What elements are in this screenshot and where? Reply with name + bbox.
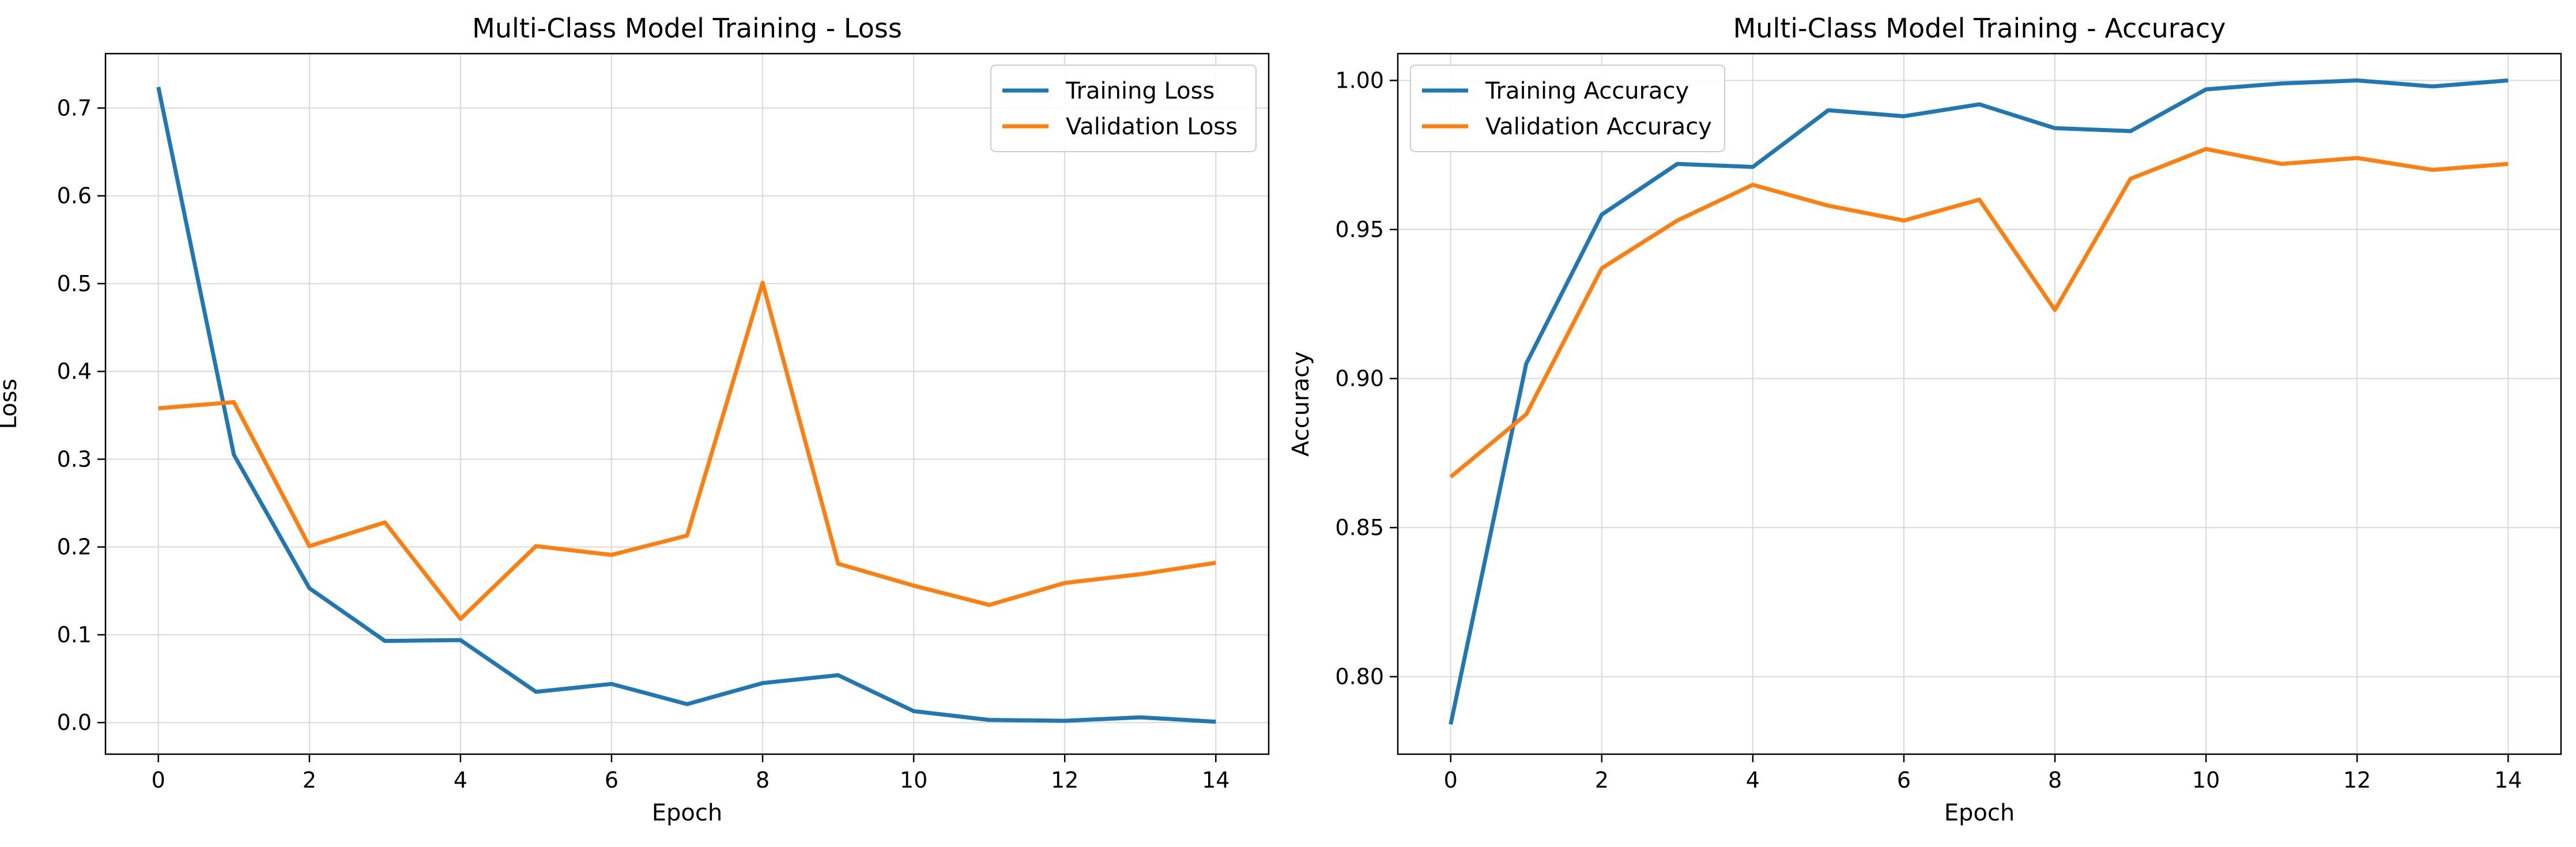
chart-title: Multi-Class Model Training - Accuracy [1733, 13, 2226, 44]
series-line-training-loss [156, 86, 1216, 724]
y-tick-label: 1.00 [1335, 68, 1384, 93]
x-tick-label: 0 [1444, 767, 1458, 793]
x-tick-label: 2 [303, 767, 316, 793]
series-line-training-accuracy [1449, 78, 2509, 725]
plot-area-frame [104, 52, 1270, 755]
legend-frame [1410, 65, 1725, 152]
y-tick-label: 0.4 [57, 359, 92, 384]
series-line-validation-loss [158, 280, 1216, 621]
y-axis-label: Accuracy [1288, 351, 1314, 457]
legend-frame [990, 65, 1257, 152]
x-tick-label: 0 [152, 767, 165, 793]
y-tick-label: 0.1 [57, 622, 92, 648]
accuracy-chart: 0 2 4 6 8 10 12 14 0.80 0.85 0.90 0.95 1.00 Multi-Cla… [1288, 13, 2562, 826]
legend: Training Accuracy Validation Accuracy [1410, 65, 1725, 152]
y-tick-label: 0.85 [1335, 515, 1384, 540]
x-tick-label: 4 [1746, 767, 1760, 793]
x-tick-label: 4 [454, 767, 467, 793]
loss-chart: 0 2 4 6 8 10 12 14 0.0 0.1 0.2 0.3 0.4 0.5 0.6 0.7 Multi… [0, 13, 1270, 826]
x-tick-label: 6 [605, 767, 618, 793]
legend-label: Training Loss [1065, 78, 1215, 104]
y-tick-label: 0.95 [1335, 217, 1384, 242]
legend-label: Training Accuracy [1485, 78, 1689, 104]
y-tick-label: 0.0 [57, 710, 92, 735]
legend: Training Loss Validation Loss [990, 65, 1257, 152]
x-tick-label: 12 [1051, 767, 1078, 793]
x-tick-label: 8 [756, 767, 770, 793]
x-tick-label: 14 [2494, 767, 2522, 793]
x-tick-label: 14 [1202, 767, 1229, 793]
y-tick-label: 0.90 [1335, 366, 1384, 391]
y-tick-label: 0.80 [1335, 664, 1384, 690]
legend-label: Validation Loss [1066, 114, 1238, 140]
x-tick-label: 8 [2048, 767, 2062, 793]
y-tick-label: 0.7 [57, 95, 92, 121]
x-axis-label: Epoch [1944, 800, 2015, 826]
x-tick-label: 6 [1897, 767, 1911, 793]
y-axis-label: Loss [0, 379, 22, 430]
legend-label: Validation Accuracy [1485, 114, 1712, 140]
x-axis-label: Epoch [652, 800, 722, 826]
y-tick-label: 0.6 [57, 183, 92, 209]
series-line-validation-accuracy [1449, 146, 2509, 479]
y-tick-label: 0.5 [57, 271, 92, 296]
x-tick-label: 2 [1595, 767, 1609, 793]
y-tick-label: 0.2 [57, 534, 92, 560]
y-tick-label: 0.3 [57, 446, 92, 472]
x-tick-label: 10 [900, 767, 927, 793]
chart-title: Multi-Class Model Training - Loss [472, 13, 902, 44]
x-tick-label: 12 [2343, 767, 2371, 793]
x-tick-label: 10 [2192, 767, 2220, 793]
plot-area-frame [1397, 52, 2562, 755]
